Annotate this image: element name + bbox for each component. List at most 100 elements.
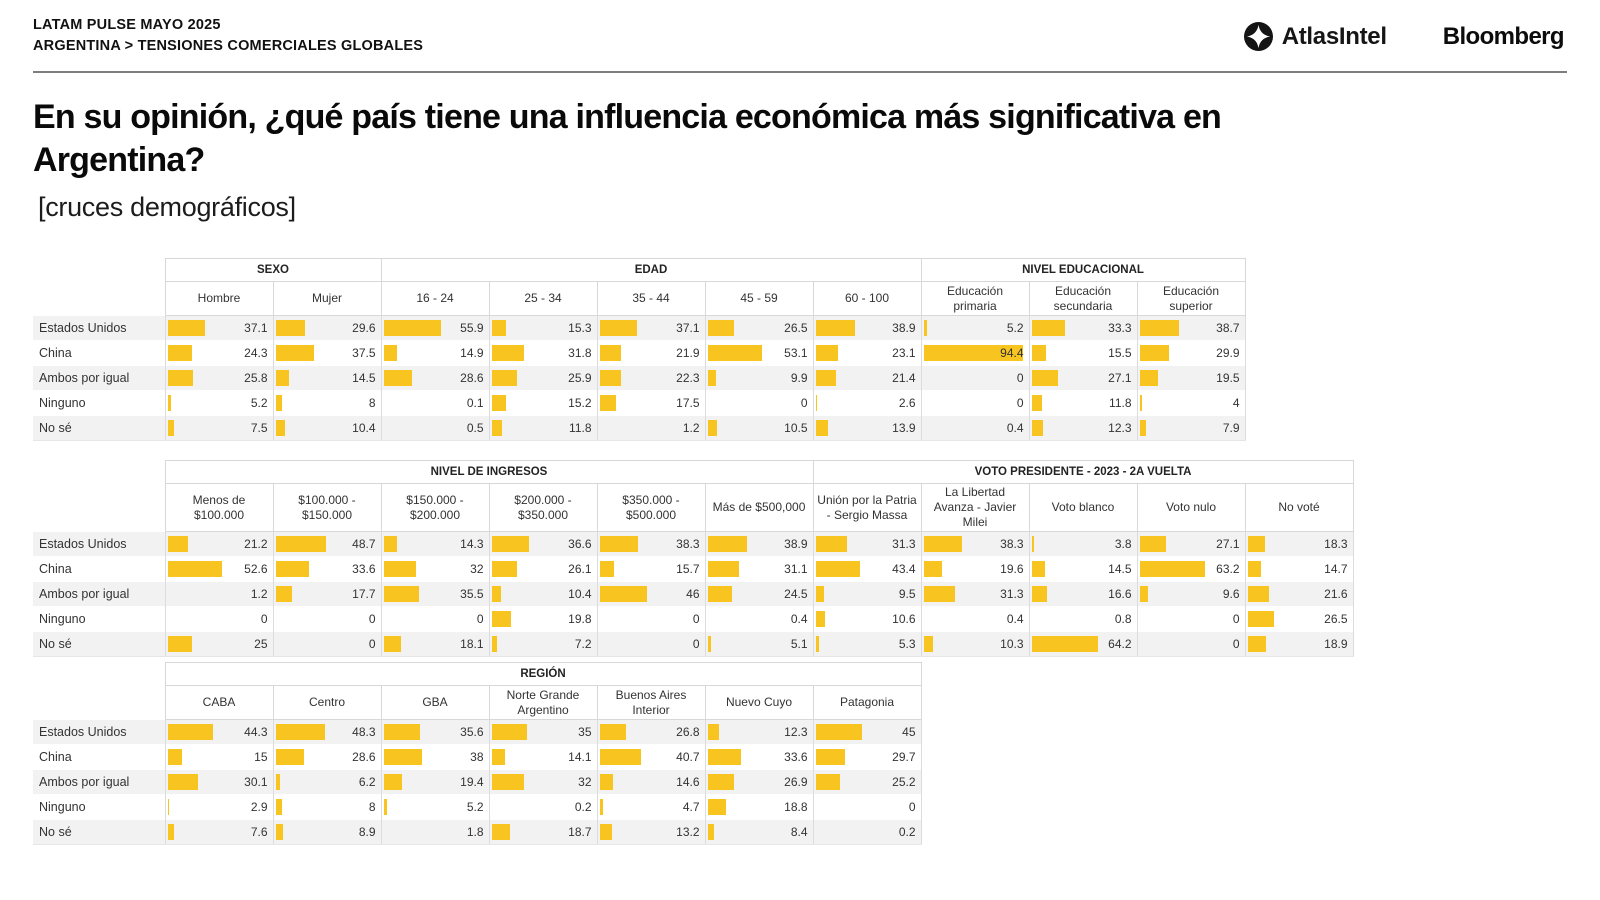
- value-label: 14.9: [460, 346, 484, 360]
- table-row: No sé 7.5 10.4 0.5 11.8 1.2 10.5 13.9 0.4 12.3 7.9: [33, 415, 1246, 441]
- cell-content: 0.2: [814, 820, 921, 844]
- value-label: 63.2: [1216, 562, 1240, 576]
- cell-content: 38.9: [814, 316, 921, 340]
- column-group-header: NIVEL EDUCACIONAL: [920, 258, 1246, 282]
- data-cell: 0.1: [380, 390, 489, 416]
- value-bar: [815, 536, 847, 552]
- value-bar: [275, 370, 289, 386]
- cell-content: 15.5: [1030, 341, 1137, 365]
- data-cell: 4: [1136, 390, 1246, 416]
- atlasintel-wordmark: AtlasIntel: [1281, 22, 1387, 50]
- value-bar: [599, 345, 621, 361]
- data-cell: 94.4: [920, 340, 1029, 366]
- cell-content: 19.8: [490, 607, 597, 631]
- cell-content: 1.2: [598, 416, 705, 440]
- value-bar: [491, 724, 527, 740]
- value-label: 0.4: [1006, 421, 1024, 435]
- data-cell: 11.8: [488, 415, 597, 441]
- value-label: 7.9: [1222, 421, 1240, 435]
- bloomberg-wordmark: Bloomberg: [1442, 22, 1565, 50]
- value-bar: [815, 749, 846, 765]
- value-label: 21.6: [1324, 587, 1348, 601]
- value-bar: [383, 724, 420, 740]
- cell-content: 12.3: [1030, 416, 1137, 440]
- column-group-header: VOTO PRESIDENTE - 2023 - 2A VUELTA: [812, 460, 1354, 484]
- value-bar: [1139, 320, 1179, 336]
- cell-content: 21.6: [1246, 582, 1353, 606]
- atlasintel-logo: AtlasIntel: [1243, 22, 1387, 51]
- data-cell: 11.8: [1028, 390, 1137, 416]
- data-cell: 0.4: [704, 606, 813, 632]
- value-bar: [923, 536, 963, 552]
- column-header: No voté: [1244, 483, 1354, 532]
- cell-content: 21.4: [814, 366, 921, 390]
- value-bar: [383, 536, 397, 552]
- value-label: 9.9: [790, 371, 808, 385]
- cell-content: 14.6: [598, 770, 705, 794]
- column-header: Más de $500,000: [704, 483, 814, 532]
- cell-content: 10.4: [490, 582, 597, 606]
- cell-content: 5.2: [922, 316, 1029, 340]
- cell-content: 32: [382, 557, 489, 581]
- value-bar: [707, 420, 717, 436]
- cell-content: 24.5: [706, 582, 813, 606]
- value-bar: [1247, 586, 1269, 602]
- value-bar: [1031, 395, 1043, 411]
- value-label: 21.4: [892, 371, 916, 385]
- data-cell: 26.5: [704, 315, 813, 341]
- table-row: Ambos por igual 30.1 6.2 19.4 32 14.6 26.9 25.2: [33, 769, 922, 795]
- value-label: 14.1: [568, 750, 592, 764]
- cell-content: 53.1: [706, 341, 813, 365]
- value-label: 24.5: [784, 587, 808, 601]
- value-label: 0: [908, 800, 916, 814]
- value-label: 12.3: [784, 725, 808, 739]
- value-bar: [599, 561, 615, 577]
- value-label: 17.7: [352, 587, 376, 601]
- data-cell: 15.7: [596, 556, 705, 582]
- data-cell: 31.3: [920, 581, 1029, 607]
- data-cell: 37.5: [272, 340, 381, 366]
- cell-content: 10.4: [274, 416, 381, 440]
- value-bar: [383, 799, 388, 815]
- cell-content: 17.7: [274, 582, 381, 606]
- value-label: 38.3: [676, 537, 700, 551]
- table-corner-spacer: [33, 281, 165, 316]
- data-cell: 26.5: [1244, 606, 1354, 632]
- cell-content: 19.5: [1138, 366, 1245, 390]
- value-label: 0.4: [1006, 612, 1024, 626]
- table-row: China 24.3 37.5 14.9 31.8 21.9 53.1 23.1 94.4 15.…: [33, 340, 1246, 366]
- cell-content: 26.5: [706, 316, 813, 340]
- cell-content: 40.7: [598, 745, 705, 769]
- value-bar: [599, 320, 638, 336]
- value-label: 28.6: [352, 750, 376, 764]
- cell-content: 6.2: [274, 770, 381, 794]
- value-label: 6.2: [358, 775, 376, 789]
- data-cell: 15.2: [488, 390, 597, 416]
- value-bar: [1139, 395, 1142, 411]
- value-bar: [167, 370, 194, 386]
- cell-content: 32: [490, 770, 597, 794]
- data-cell: 8: [272, 794, 381, 820]
- cell-content: 36.6: [490, 532, 597, 556]
- data-cell: 0.4: [920, 415, 1029, 441]
- data-cell: 29.6: [272, 315, 381, 341]
- data-cell: 38: [380, 744, 489, 770]
- value-label: 38.3: [1000, 537, 1024, 551]
- cell-content: 13.2: [598, 820, 705, 844]
- column-header: 60 - 100: [812, 281, 922, 316]
- data-cell: 5.2: [164, 390, 273, 416]
- data-cell: 36.6: [488, 531, 597, 557]
- value-label: 26.5: [1324, 612, 1348, 626]
- cell-content: 38.9: [706, 532, 813, 556]
- value-label: 23.1: [892, 346, 916, 360]
- value-label: 5.3: [898, 637, 916, 651]
- value-label: 37.5: [352, 346, 376, 360]
- value-bar: [599, 536, 639, 552]
- data-cell: 14.5: [272, 365, 381, 391]
- row-label: Ambos por igual: [39, 775, 130, 789]
- data-cell: 30.1: [164, 769, 273, 795]
- value-bar: [491, 586, 501, 602]
- column-header: Mujer: [272, 281, 382, 316]
- data-cell: 25: [164, 631, 273, 657]
- value-label: 21.9: [676, 346, 700, 360]
